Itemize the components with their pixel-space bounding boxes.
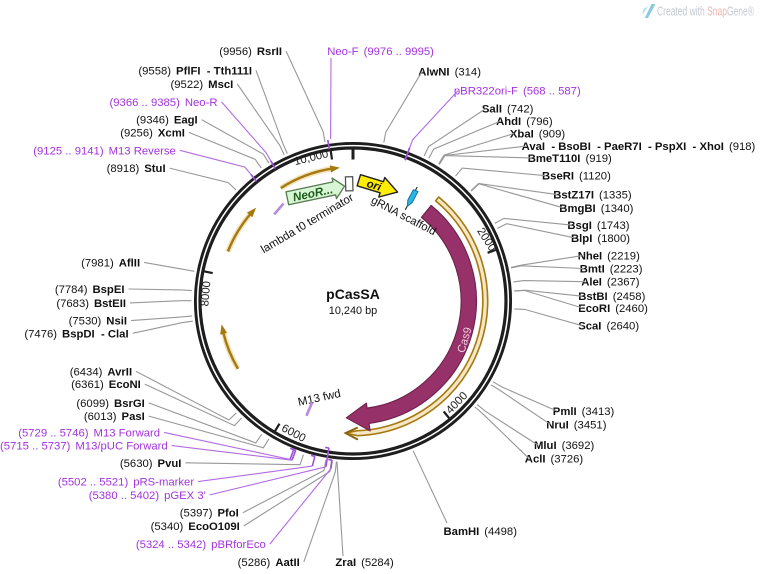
svg-text:ori: ori (365, 178, 383, 194)
svg-text:BstZ17I(1335): BstZ17I (1335) (553, 190, 632, 202)
svg-text:(7476)BspDI - ClaI: (7476) BspDI - ClaI (24, 328, 128, 340)
svg-text:BamHI(4498): BamHI (4498) (444, 526, 518, 538)
svg-text:Created with SnapGene®: Created with SnapGene® (657, 5, 755, 19)
svg-text:(7784)BspEI: (7784) BspEI (55, 284, 125, 296)
svg-text:BlpI(1800): BlpI (1800) (571, 233, 630, 245)
svg-text:BstBI(2458): BstBI (2458) (578, 291, 645, 303)
svg-text:(5729 .. 5746)M13 Forward: (5729 .. 5746) M13 Forward (18, 427, 160, 439)
svg-text:(5380 .. 5402)pGEX 3': (5380 .. 5402) pGEX 3' (89, 490, 206, 502)
svg-text:pBR322ori-F(568 .. 587): pBR322ori-F (568 .. 587) (454, 86, 581, 98)
svg-text:(5715 .. 5737)M13/pUC Forward: (5715 .. 5737) M13/pUC Forward (0, 441, 168, 453)
svg-text:BmtI(2223): BmtI (2223) (580, 264, 643, 276)
svg-text:8000: 8000 (199, 281, 213, 307)
svg-text:(9956)RsrII: (9956) RsrII (219, 46, 282, 58)
svg-text:(5324 .. 5342)pBRforEco: (5324 .. 5342) pBRforEco (136, 539, 266, 551)
svg-text:NheI(2219): NheI (2219) (578, 251, 640, 263)
svg-text:(6013)PasI: (6013) PasI (84, 411, 145, 423)
svg-text:AclI(3726): AclI (3726) (525, 453, 584, 465)
svg-text:(9522)MscI: (9522) MscI (171, 79, 234, 91)
svg-text:BmgBI(1340): BmgBI (1340) (559, 203, 633, 215)
svg-text:AhdI(796): AhdI (796) (496, 116, 553, 128)
svg-text:BmeT110I(919): BmeT110I (919) (528, 153, 612, 165)
svg-text:(7683)BstEII: (7683) BstEII (56, 298, 126, 310)
svg-text:AleI(2367): AleI (2367) (581, 277, 640, 289)
svg-text:(9558)PflFI - Tth111I: (9558) PflFI - Tth111I (138, 65, 252, 77)
svg-text:(6099)BsrGI: (6099) BsrGI (76, 398, 144, 410)
svg-text:AvaI - BsoBI - PaeR7I - Psp: AvaI - BsoBI - PaeR7I - PspXI - XhoI (918… (522, 141, 756, 153)
svg-text:10,240 bp: 10,240 bp (329, 305, 377, 317)
svg-text:(5286)AatII: (5286) AatII (238, 557, 300, 569)
svg-text:EcoRI(2460): EcoRI (2460) (578, 303, 648, 315)
svg-text:(9366 .. 9385)Neo-R: (9366 .. 9385) Neo-R (110, 97, 218, 109)
svg-text:MluI(3692): MluI (3692) (534, 440, 594, 452)
svg-text:pCasSA: pCasSA (326, 286, 380, 302)
svg-text:SalI(742): SalI (742) (482, 104, 534, 116)
svg-text:(9346)EagI: (9346) EagI (136, 115, 198, 127)
svg-text:ScaI(2640): ScaI (2640) (578, 321, 639, 333)
svg-text:(7981)AflII: (7981) AflII (81, 257, 140, 269)
svg-text:Neo-F(9976 .. 9995): Neo-F (9976 .. 9995) (327, 46, 434, 58)
svg-text:(8918)StuI: (8918) StuI (107, 163, 166, 175)
svg-text:(9125 .. 9141)M13 Reverse: (9125 .. 9141) M13 Reverse (33, 145, 176, 157)
svg-text:BsgI(1743): BsgI (1743) (567, 220, 629, 232)
svg-text:AlwNI(314): AlwNI (314) (418, 66, 481, 78)
svg-text:(5340)EcoO109I: (5340) EcoO109I (151, 521, 240, 533)
svg-text:(9256)XcmI: (9256) XcmI (120, 127, 185, 139)
svg-text:(5630)PvuI: (5630) PvuI (120, 458, 182, 470)
svg-text:(6434)AvrII: (6434) AvrII (70, 366, 132, 378)
svg-text:ZraI(5284): ZraI (5284) (335, 557, 394, 569)
svg-text:PmlI(3413): PmlI (3413) (553, 406, 615, 418)
svg-text:(7530)NsiI: (7530) NsiI (69, 316, 127, 328)
svg-text:NruI(3451): NruI (3451) (546, 419, 607, 431)
svg-text:XbaI(909): XbaI (909) (510, 129, 565, 141)
svg-text:BseRI(1120): BseRI (1120) (542, 171, 611, 183)
svg-text:(5502 .. 5521)pRS-marker: (5502 .. 5521) pRS-marker (58, 477, 194, 489)
svg-text:(5397)PfoI: (5397) PfoI (180, 508, 239, 520)
svg-text:(6361)EcoNI: (6361) EcoNI (71, 379, 141, 391)
